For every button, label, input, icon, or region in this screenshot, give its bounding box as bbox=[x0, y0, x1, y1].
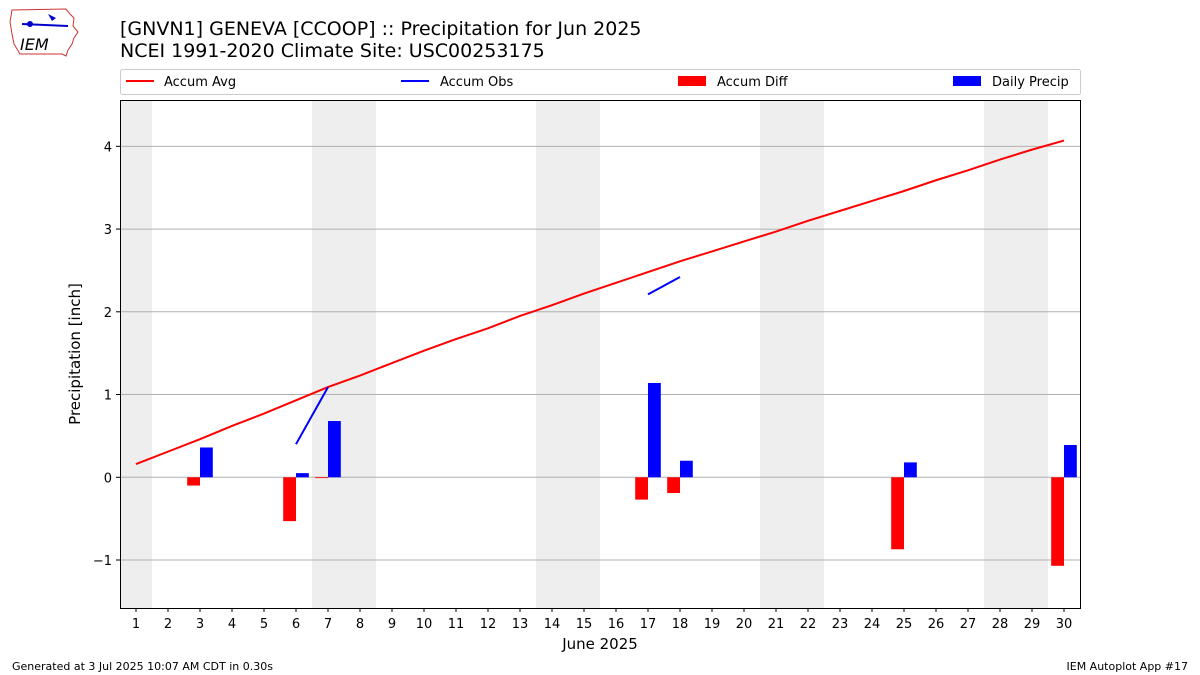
weekend-shade bbox=[120, 100, 152, 608]
logo-text: IEM bbox=[20, 35, 49, 54]
gridlines bbox=[120, 145, 1080, 561]
legend: Accum Avg Accum Obs Accum Diff Daily Pre… bbox=[120, 69, 1081, 95]
accum-diff-bar bbox=[187, 477, 200, 486]
legend-item-accum-obs: Accum Obs bbox=[401, 75, 513, 90]
x-tick-label: 13 bbox=[512, 617, 529, 632]
accum-diff-bar bbox=[283, 477, 296, 522]
lines bbox=[135, 139, 1065, 465]
chart-subtitle: NCEI 1991-2020 Climate Site: USC00253175 bbox=[120, 40, 545, 62]
x-tick-label: 18 bbox=[672, 617, 689, 632]
x-tick-label: 24 bbox=[864, 617, 881, 632]
bars bbox=[187, 382, 1077, 566]
station-dot bbox=[27, 21, 33, 27]
x-tick-label: 20 bbox=[736, 617, 753, 632]
x-tick-label: 28 bbox=[992, 617, 1009, 632]
x-tick-label: 11 bbox=[448, 617, 465, 632]
x-tick-label: 27 bbox=[960, 617, 977, 632]
x-tick-label: 3 bbox=[196, 617, 204, 632]
legend-item-accum-avg: Accum Avg bbox=[126, 75, 236, 90]
x-tick-label: 9 bbox=[388, 617, 396, 632]
generated-timestamp: Generated at 3 Jul 2025 10:07 AM CDT in … bbox=[12, 660, 273, 673]
legend-box bbox=[120, 69, 1081, 95]
legend-swatch-daily-precip bbox=[953, 76, 981, 86]
x-tick-label: 7 bbox=[324, 617, 332, 632]
legend-label-daily-precip: Daily Precip bbox=[992, 75, 1069, 90]
daily-precip-bar bbox=[328, 421, 341, 478]
daily-precip-bar bbox=[648, 382, 661, 478]
legend-swatch-accum-diff bbox=[678, 76, 706, 86]
x-tick-label: 16 bbox=[608, 617, 625, 632]
x-tick-label: 4 bbox=[228, 617, 236, 632]
anemometer-shape bbox=[48, 14, 56, 21]
accum-diff-bar bbox=[891, 477, 904, 550]
x-tick-label: 12 bbox=[480, 617, 497, 632]
daily-precip-bar bbox=[680, 460, 693, 478]
iowa-outline-shape bbox=[9, 8, 79, 57]
x-tick-label: 29 bbox=[1024, 617, 1041, 632]
accum-obs-line bbox=[647, 276, 681, 296]
y-tick-label: 3 bbox=[104, 223, 112, 238]
x-tick-label: 14 bbox=[544, 617, 561, 632]
weekend-shade bbox=[312, 100, 376, 608]
accum-diff-bar bbox=[667, 477, 680, 493]
daily-precip-bar bbox=[1064, 445, 1077, 478]
x-tick-label: 23 bbox=[832, 617, 849, 632]
daily-precip-bar bbox=[904, 462, 917, 478]
x-tick-label: 10 bbox=[416, 617, 433, 632]
legend-item-daily-precip: Daily Precip bbox=[953, 75, 1069, 90]
x-tick-label: 2 bbox=[164, 617, 172, 632]
weekend-shade bbox=[984, 100, 1048, 608]
x-tick-label: 15 bbox=[576, 617, 593, 632]
daily-precip-bar bbox=[200, 447, 213, 478]
accum-diff-bar bbox=[315, 477, 328, 479]
accum-diff-bar bbox=[1051, 477, 1064, 566]
y-axis-ticks: −1 0 1 2 3 4 bbox=[93, 140, 120, 569]
daily-precip-bar bbox=[296, 473, 309, 478]
y-tick-label: −1 bbox=[93, 554, 112, 569]
x-tick-label: 26 bbox=[928, 617, 945, 632]
y-tick-label: 1 bbox=[104, 389, 112, 404]
plot-frame bbox=[120, 100, 1081, 609]
legend-label-accum-avg: Accum Avg bbox=[164, 75, 236, 90]
weekend-shading bbox=[120, 100, 1048, 608]
app-label: IEM Autoplot App #17 bbox=[1066, 660, 1189, 673]
x-axis-label: June 2025 bbox=[561, 635, 638, 653]
accum-obs-line bbox=[295, 386, 329, 445]
iem-logo: IEM bbox=[9, 8, 79, 57]
accum-diff-bar bbox=[635, 477, 648, 500]
legend-label-accum-diff: Accum Diff bbox=[717, 75, 789, 90]
y-axis-label: Precipitation [inch] bbox=[66, 283, 84, 425]
y-tick-label: 2 bbox=[104, 306, 112, 321]
x-tick-label: 30 bbox=[1056, 617, 1073, 632]
accum-avg-line bbox=[135, 139, 1065, 465]
x-axis-ticks: 1 2 3 4 5 6 7 8 9 10 11 12 13 14 15 16 17 18 19 20 21 22 23 24 2… bbox=[132, 608, 1072, 632]
x-tick-label: 8 bbox=[356, 617, 364, 632]
x-tick-label: 22 bbox=[800, 617, 817, 632]
x-tick-label: 17 bbox=[640, 617, 657, 632]
legend-label-accum-obs: Accum Obs bbox=[440, 75, 513, 90]
x-tick-label: 1 bbox=[132, 617, 140, 632]
weekend-shade bbox=[536, 100, 600, 608]
legend-item-accum-diff: Accum Diff bbox=[678, 75, 789, 90]
y-tick-label: 0 bbox=[104, 471, 112, 486]
x-tick-label: 19 bbox=[704, 617, 721, 632]
x-tick-label: 5 bbox=[260, 617, 268, 632]
weekend-shade bbox=[760, 100, 824, 608]
chart-title: [GNVN1] GENEVA [CCOOP] :: Precipitation … bbox=[120, 18, 642, 40]
x-tick-label: 25 bbox=[896, 617, 913, 632]
x-tick-label: 21 bbox=[768, 617, 785, 632]
x-tick-label: 6 bbox=[292, 617, 300, 632]
y-tick-label: 4 bbox=[104, 140, 112, 155]
